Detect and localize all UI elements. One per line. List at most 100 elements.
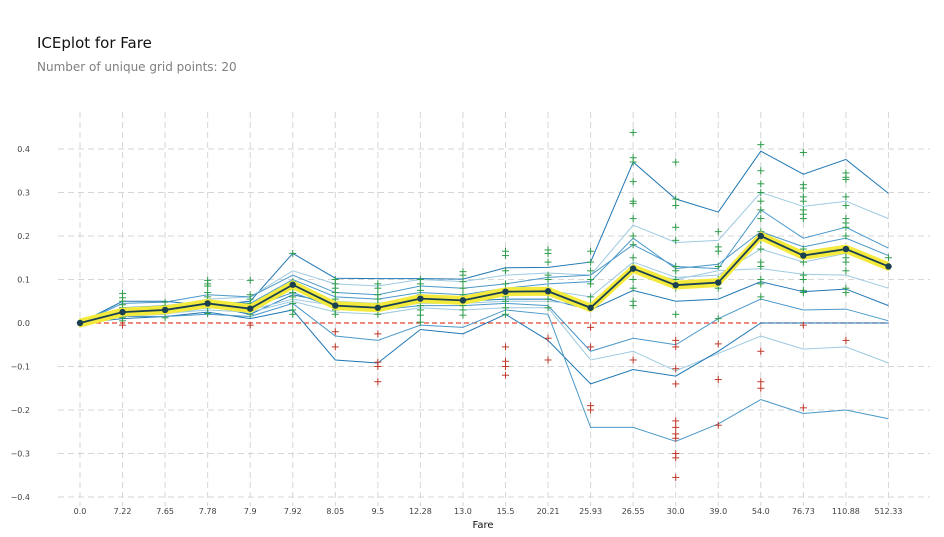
plus-marker <box>161 314 169 322</box>
pdp-point <box>672 281 679 289</box>
plus-marker <box>672 202 680 210</box>
x-tick-label: 26.55 <box>622 507 645 516</box>
pdp-point <box>417 295 424 302</box>
pdp-point <box>842 245 850 253</box>
plus-marker <box>757 245 765 253</box>
x-axis-label: Fare <box>472 520 493 531</box>
x-tick-label: 0.0 <box>74 507 87 516</box>
plus-marker <box>672 310 680 318</box>
plus-marker <box>204 282 212 290</box>
ice-line <box>79 300 889 372</box>
plus-marker <box>757 180 765 188</box>
plus-marker <box>714 340 722 348</box>
x-tick-label: 15.5 <box>497 507 515 516</box>
plus-marker <box>714 376 722 384</box>
plus-marker <box>672 365 680 373</box>
plus-marker <box>331 328 339 336</box>
plus-marker <box>629 232 637 240</box>
plus-marker <box>587 293 595 301</box>
y-tick-label: 0.0 <box>17 319 30 328</box>
plus-marker <box>757 262 765 270</box>
plus-marker <box>587 323 595 331</box>
plus-marker <box>289 293 297 301</box>
y-axis-ticks: −0.4 −0.3 −0.2 −0.1 0.0 0.1 0.2 0.3 0.4 <box>11 145 30 502</box>
pdp-point <box>119 308 126 316</box>
plus-marker <box>842 258 850 266</box>
pdp-point <box>289 281 296 288</box>
plus-marker <box>629 158 637 166</box>
plus-marker <box>799 215 807 223</box>
ice-line <box>79 302 889 442</box>
plus-marker <box>459 278 467 286</box>
x-tick-label: 8.05 <box>326 507 344 516</box>
x-tick-label: 76.73 <box>792 507 815 516</box>
plus-marker <box>672 380 680 388</box>
plus-marker <box>714 315 722 323</box>
x-tick-label: 12.28 <box>409 507 432 516</box>
plus-marker <box>757 167 765 175</box>
plus-marker <box>119 321 127 329</box>
plus-marker <box>672 343 680 351</box>
plus-marker <box>799 321 807 329</box>
pdp-point <box>459 297 467 304</box>
chart-title: ICEplot for Fare <box>37 34 152 52</box>
plus-marker <box>884 254 892 262</box>
plus-marker <box>587 406 595 414</box>
grid-lines <box>58 112 930 506</box>
ice-line <box>79 191 889 324</box>
ice-line <box>79 309 889 385</box>
plus-marker <box>544 356 552 364</box>
plus-marker <box>842 202 850 210</box>
pdp-point <box>204 300 211 307</box>
plus-marker <box>842 175 850 183</box>
plus-marker <box>757 293 765 301</box>
plus-marker <box>416 311 424 319</box>
plus-marker <box>714 228 722 236</box>
plus-marker <box>502 280 509 288</box>
x-tick-label: 25.93 <box>579 507 602 516</box>
plus-marker <box>799 404 807 412</box>
plus-marker <box>672 195 680 203</box>
plus-marker <box>544 334 552 342</box>
pdp-point <box>800 252 807 259</box>
plus-marker <box>629 199 637 207</box>
plus-marker <box>629 254 637 262</box>
plus-marker <box>757 206 765 214</box>
plus-marker <box>714 247 722 255</box>
plus-marker <box>799 197 807 205</box>
plus-marker <box>502 343 509 351</box>
plus-marker <box>331 343 339 351</box>
plus-marker <box>544 276 552 283</box>
plus-marker <box>587 343 595 351</box>
pdp-point <box>76 319 84 327</box>
plus-marker <box>672 417 680 425</box>
pdp-point <box>161 306 169 314</box>
pdp-point <box>247 305 254 312</box>
plus-marker <box>629 178 637 186</box>
plus-marker <box>672 473 680 481</box>
plus-marker <box>757 347 765 355</box>
plus-marker <box>757 384 765 392</box>
plus-marker <box>757 215 765 223</box>
plus-marker <box>289 310 297 318</box>
chart-subtitle: Number of unique grid points: 20 <box>37 60 237 74</box>
plus-marker <box>204 309 212 317</box>
plus-marker <box>672 236 680 244</box>
pdp-point <box>502 288 509 295</box>
plus-marker <box>714 262 722 270</box>
pdp-point <box>885 263 892 270</box>
pdp-point <box>629 265 637 272</box>
plus-marker <box>629 276 637 283</box>
plus-marker <box>544 295 552 303</box>
plus-marker <box>502 304 509 312</box>
plus-marker <box>629 356 637 364</box>
plus-marker <box>629 215 637 223</box>
plus-marker <box>842 336 850 344</box>
plus-marker <box>331 289 339 297</box>
ice-line <box>79 209 889 324</box>
plus-marker <box>374 363 382 370</box>
plus-marker <box>587 258 595 266</box>
plus-marker <box>672 434 680 442</box>
y-tick-label: −0.1 <box>11 363 30 372</box>
